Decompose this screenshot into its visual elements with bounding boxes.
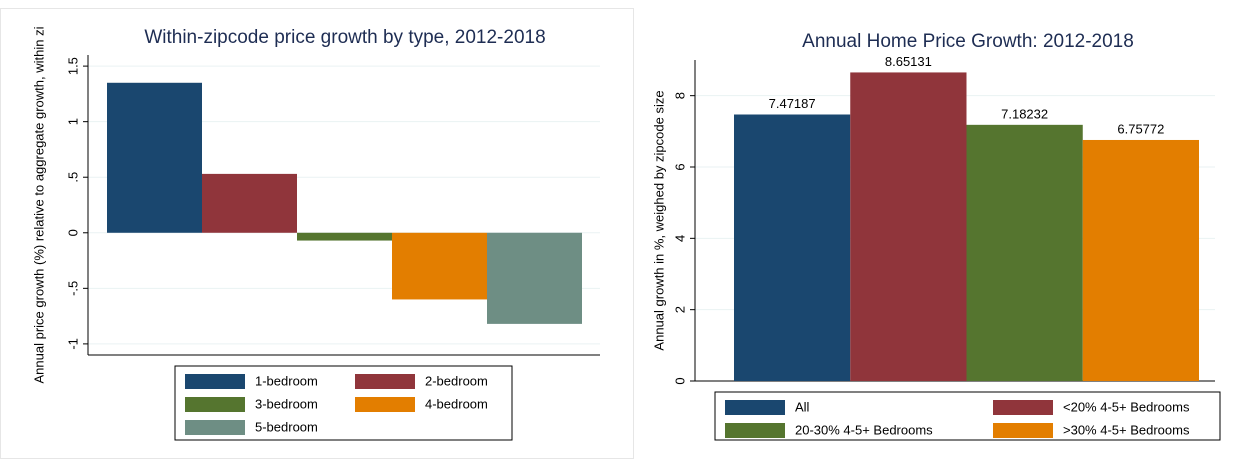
y-tick-label: 2 bbox=[672, 306, 687, 313]
legend-label: <20% 4-5+ Bedrooms bbox=[1063, 399, 1190, 414]
bar bbox=[297, 232, 392, 241]
chart-title: Annual Home Price Growth: 2012-2018 bbox=[802, 31, 1134, 52]
y-tick-label: 6 bbox=[672, 163, 687, 170]
legend-label: 20-30% 4-5+ Bedrooms bbox=[795, 422, 933, 437]
y-tick-label: 1.5 bbox=[65, 57, 80, 75]
legend-label: 5-bedroom bbox=[255, 419, 318, 434]
bar bbox=[487, 232, 582, 324]
bar bbox=[392, 232, 487, 300]
legend-swatch bbox=[185, 420, 245, 435]
y-tick-label: 0 bbox=[672, 377, 687, 384]
bar bbox=[1082, 139, 1199, 381]
legend-swatch bbox=[993, 400, 1053, 415]
bar bbox=[202, 173, 297, 233]
legend-swatch bbox=[185, 397, 245, 412]
value-label: 8.65131 bbox=[885, 54, 932, 69]
y-tick-label: 4 bbox=[672, 235, 687, 242]
y-tick-label: 1 bbox=[65, 118, 80, 125]
legend-label: All bbox=[795, 399, 810, 414]
legend-swatch bbox=[355, 374, 415, 389]
legend-swatch bbox=[355, 397, 415, 412]
legend-label: 2-bedroom bbox=[425, 373, 488, 388]
panel-frame bbox=[0, 8, 634, 459]
legend-label: 3-bedroom bbox=[255, 396, 318, 411]
legend-swatch bbox=[725, 423, 785, 438]
value-label: 6.75772 bbox=[1117, 121, 1164, 136]
y-axis-label: Annual price growth (%) relative to aggr… bbox=[31, 26, 46, 383]
bar bbox=[107, 82, 202, 233]
chart-title: Within-zipcode price growth by type, 201… bbox=[144, 27, 545, 48]
y-tick-label: -1 bbox=[65, 338, 80, 350]
legend-swatch bbox=[993, 423, 1053, 438]
y-tick-label: 8 bbox=[672, 92, 687, 99]
legend-label: >30% 4-5+ Bedrooms bbox=[1063, 422, 1190, 437]
value-label: 7.18232 bbox=[1001, 106, 1048, 121]
legend-swatch bbox=[725, 400, 785, 415]
legend-box bbox=[714, 391, 1221, 441]
bar bbox=[850, 72, 967, 381]
value-label: 7.47187 bbox=[769, 96, 816, 111]
bar bbox=[734, 114, 851, 382]
y-tick-label: .5 bbox=[65, 172, 80, 183]
legend-label: 1-bedroom bbox=[255, 373, 318, 388]
legend-swatch bbox=[185, 374, 245, 389]
y-tick-label: -.5 bbox=[65, 281, 80, 296]
y-tick-label: 0 bbox=[65, 229, 80, 236]
y-axis-label: Annual growth in %, weighed by zipcode s… bbox=[651, 90, 666, 350]
bar bbox=[966, 124, 1083, 381]
legend-label: 4-bedroom bbox=[425, 396, 488, 411]
